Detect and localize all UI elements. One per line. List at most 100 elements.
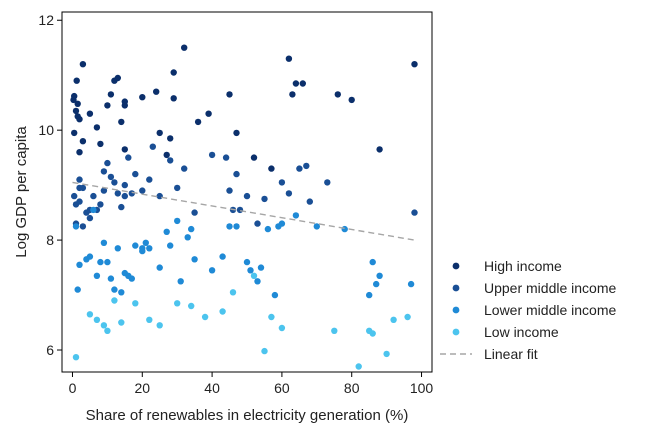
- data-point: [201, 313, 209, 321]
- data-point: [72, 354, 80, 361]
- data-point: [93, 316, 101, 323]
- data-point: [114, 190, 122, 197]
- data-point: [121, 192, 128, 200]
- data-point: [264, 225, 272, 233]
- data-point: [74, 100, 81, 108]
- data-point: [114, 74, 122, 82]
- data-point: [233, 223, 240, 230]
- data-point: [121, 146, 128, 153]
- y-tick-label: 12: [38, 12, 54, 28]
- data-point: [93, 272, 101, 279]
- data-point: [407, 280, 415, 288]
- data-point: [174, 184, 181, 192]
- data-point: [355, 363, 362, 370]
- data-point: [250, 272, 258, 279]
- legend-label: Linear fit: [484, 346, 538, 362]
- data-point: [296, 165, 303, 172]
- data-point: [93, 124, 101, 131]
- data-point: [79, 138, 87, 145]
- data-point: [324, 179, 331, 186]
- data-point: [250, 154, 258, 161]
- data-point: [121, 181, 128, 189]
- data-point: [107, 173, 115, 181]
- data-point: [188, 225, 195, 233]
- data-point: [71, 92, 78, 100]
- legend-marker: [452, 328, 460, 336]
- data-point: [411, 209, 418, 216]
- data-point: [236, 206, 244, 214]
- data-point: [174, 217, 181, 225]
- data-point: [289, 91, 296, 98]
- data-point: [153, 88, 160, 95]
- data-point: [104, 159, 111, 167]
- data-point: [226, 91, 233, 98]
- data-point: [76, 176, 83, 183]
- data-point: [292, 80, 300, 87]
- data-point: [222, 154, 230, 161]
- data-point: [285, 55, 293, 62]
- data-point: [167, 242, 174, 249]
- data-point: [208, 267, 216, 274]
- data-point: [254, 220, 261, 227]
- data-point: [86, 110, 94, 117]
- data-point: [254, 278, 261, 285]
- data-point: [188, 302, 195, 310]
- data-point: [156, 264, 163, 271]
- legend-marker: [452, 306, 460, 314]
- data-point: [104, 327, 111, 334]
- data-point: [271, 291, 279, 299]
- data-point: [219, 253, 226, 260]
- data-point: [278, 179, 286, 186]
- legend: High income Upper middle income Lower midd…: [440, 258, 616, 362]
- data-point: [243, 192, 251, 200]
- data-point: [376, 272, 383, 279]
- data-point: [121, 98, 128, 105]
- data-point: [97, 201, 104, 208]
- data-point: [149, 143, 156, 150]
- data-point: [226, 187, 233, 194]
- data-point: [191, 256, 198, 263]
- data-point: [233, 129, 240, 137]
- data-point: [229, 289, 237, 296]
- y-axis-ticks: 6 8 10 12: [38, 12, 62, 358]
- data-point: [139, 187, 146, 194]
- data-point: [177, 278, 184, 285]
- data-point: [208, 151, 216, 159]
- x-tick-label: 100: [410, 380, 434, 396]
- data-point: [132, 170, 139, 178]
- data-point: [73, 77, 80, 84]
- y-axis-label: Log GDP per capita: [13, 126, 30, 258]
- data-point: [167, 157, 174, 164]
- x-tick-label: 20: [134, 380, 150, 396]
- data-point: [132, 242, 139, 249]
- data-point: [118, 203, 125, 211]
- data-point: [261, 195, 268, 203]
- data-point: [268, 165, 275, 172]
- data-point: [118, 319, 125, 326]
- data-points: [70, 44, 418, 370]
- x-axis-ticks: 0 20 40 60 80 100: [69, 372, 434, 396]
- fit-line-layer: [72, 181, 415, 241]
- data-point: [369, 330, 376, 337]
- data-point: [125, 154, 132, 161]
- data-point: [191, 209, 198, 216]
- data-point: [331, 327, 338, 334]
- legend-marker: [452, 284, 460, 292]
- data-point: [306, 198, 313, 205]
- data-point: [74, 286, 81, 293]
- data-point: [146, 245, 153, 252]
- data-point: [111, 297, 118, 304]
- data-point: [303, 162, 310, 170]
- data-point: [97, 140, 104, 148]
- data-point: [139, 94, 146, 101]
- data-point: [107, 275, 115, 282]
- x-tick-label: 80: [344, 380, 360, 396]
- data-point: [107, 91, 115, 98]
- legend-label: Upper middle income: [484, 280, 616, 296]
- data-point: [114, 245, 122, 252]
- y-tick-label: 8: [46, 232, 54, 248]
- data-point: [334, 91, 341, 98]
- y-tick-label: 10: [38, 122, 54, 138]
- legend-label: Lower middle income: [484, 302, 616, 318]
- data-point: [205, 110, 212, 117]
